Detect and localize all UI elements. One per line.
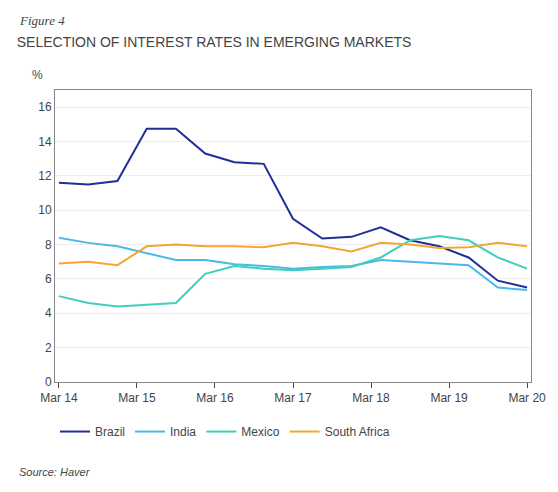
svg-text:Figure 4: Figure 4 [19, 13, 65, 28]
svg-text:Brazil: Brazil [95, 425, 125, 439]
svg-text:0: 0 [45, 375, 52, 389]
svg-text:Mar 17: Mar 17 [274, 391, 312, 405]
svg-text:12: 12 [38, 169, 52, 183]
svg-text:India: India [170, 425, 196, 439]
svg-text:Mar 16: Mar 16 [196, 391, 234, 405]
svg-text:Mar 18: Mar 18 [352, 391, 390, 405]
svg-text:2: 2 [45, 341, 52, 355]
svg-text:16: 16 [38, 100, 52, 114]
svg-text:Mar 15: Mar 15 [118, 391, 156, 405]
svg-text:6: 6 [45, 272, 52, 286]
svg-text:4: 4 [45, 306, 52, 320]
svg-text:South Africa: South Africa [325, 425, 390, 439]
svg-text:Mar 14: Mar 14 [40, 391, 78, 405]
svg-text:Mar 19: Mar 19 [430, 391, 468, 405]
svg-text:14: 14 [38, 135, 52, 149]
svg-text:Source: Haver: Source: Haver [19, 466, 91, 478]
svg-text:Mexico: Mexico [241, 425, 279, 439]
svg-text:8: 8 [45, 238, 52, 252]
svg-text:%: % [32, 68, 43, 82]
svg-text:SELECTION OF INTEREST RATES IN: SELECTION OF INTEREST RATES IN EMERGING … [17, 34, 412, 50]
svg-text:Mar 20: Mar 20 [508, 391, 546, 405]
svg-text:10: 10 [38, 203, 52, 217]
